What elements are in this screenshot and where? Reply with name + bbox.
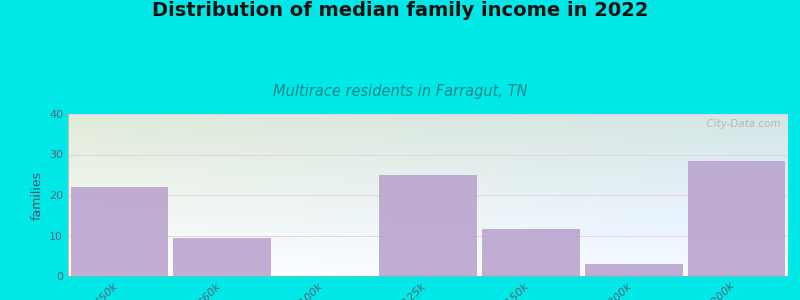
Text: City-Data.com: City-Data.com [700, 119, 781, 129]
Text: Distribution of median family income in 2022: Distribution of median family income in … [152, 2, 648, 20]
Bar [688, 160, 786, 276]
Bar [482, 230, 580, 276]
Bar [70, 187, 168, 276]
Y-axis label: families: families [30, 170, 43, 220]
Text: Multirace residents in Farragut, TN: Multirace residents in Farragut, TN [273, 84, 527, 99]
Bar [585, 264, 682, 276]
Bar [379, 175, 477, 276]
Bar [174, 238, 271, 276]
